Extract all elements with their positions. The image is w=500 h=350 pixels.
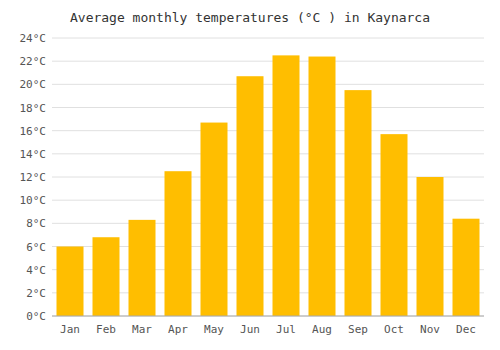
bar <box>165 171 192 316</box>
bar <box>57 247 84 317</box>
y-tick-label: 24°C <box>20 32 47 45</box>
x-tick-label: Nov <box>420 323 440 336</box>
x-tick-label: Jul <box>276 323 296 336</box>
y-axis: 0°C 2°C 4°C 6°C 8°C 10°C 12°C 14°C 16°C 18°C 20°C 2… <box>20 32 485 323</box>
bar <box>237 76 264 316</box>
bar <box>417 177 444 316</box>
bar <box>273 55 300 316</box>
x-tick-label: Mar <box>132 323 152 336</box>
bar <box>309 57 336 316</box>
bar <box>381 134 408 316</box>
title: Average monthly temperatures (°C ) in Ka… <box>70 10 430 25</box>
x-tick-label: Jan <box>60 323 80 336</box>
y-tick-label: 12°C <box>20 171 47 184</box>
x-tick-label: Sep <box>348 323 368 336</box>
grid-line <box>52 61 484 62</box>
x-tick-label: Apr <box>168 323 188 336</box>
y-tick-label: 0°C <box>26 310 46 323</box>
bars <box>57 55 480 316</box>
y-tick-label: 16°C <box>20 125 47 138</box>
grid-line <box>52 38 484 39</box>
bar <box>129 220 156 316</box>
x-tick-label: Jun <box>240 323 260 336</box>
x-tick-label: Feb <box>96 323 116 336</box>
y-tick-label: 2°C <box>26 287 46 300</box>
y-tick-label: 18°C <box>20 102 47 115</box>
y-tick-label: 6°C <box>26 241 46 254</box>
y-tick-label: 8°C <box>26 217 46 230</box>
y-tick-label: 14°C <box>20 148 47 161</box>
bar <box>201 123 228 316</box>
bar <box>345 90 372 316</box>
chart-svg: Average monthly temperatures (°C ) in Ka… <box>0 0 500 350</box>
page: {"chart_data": {"type": "bar", "title": … <box>0 0 500 350</box>
y-tick-label: 20°C <box>20 78 47 91</box>
grid-line <box>52 84 484 85</box>
x-axis-line <box>52 316 484 317</box>
x-tick-label: Aug <box>312 323 332 336</box>
bar <box>93 237 120 316</box>
y-tick-label: 4°C <box>26 264 46 277</box>
grid-line <box>52 107 484 108</box>
y-tick-label: 10°C <box>20 194 47 207</box>
x-tick-label: Dec <box>456 323 476 336</box>
y-tick-label: 22°C <box>20 55 47 68</box>
x-axis: Jan Feb Mar Apr May Jun Jul Aug Sep Oct Nov Dec <box>60 323 476 336</box>
grid-line <box>52 153 484 154</box>
bar <box>453 219 480 316</box>
chart-container: Average monthly temperatures (°C ) in Ka… <box>0 0 500 350</box>
grid-line <box>52 130 484 131</box>
x-tick-label: Oct <box>384 323 404 336</box>
x-tick-label: May <box>204 323 224 336</box>
grid-line <box>52 316 484 317</box>
